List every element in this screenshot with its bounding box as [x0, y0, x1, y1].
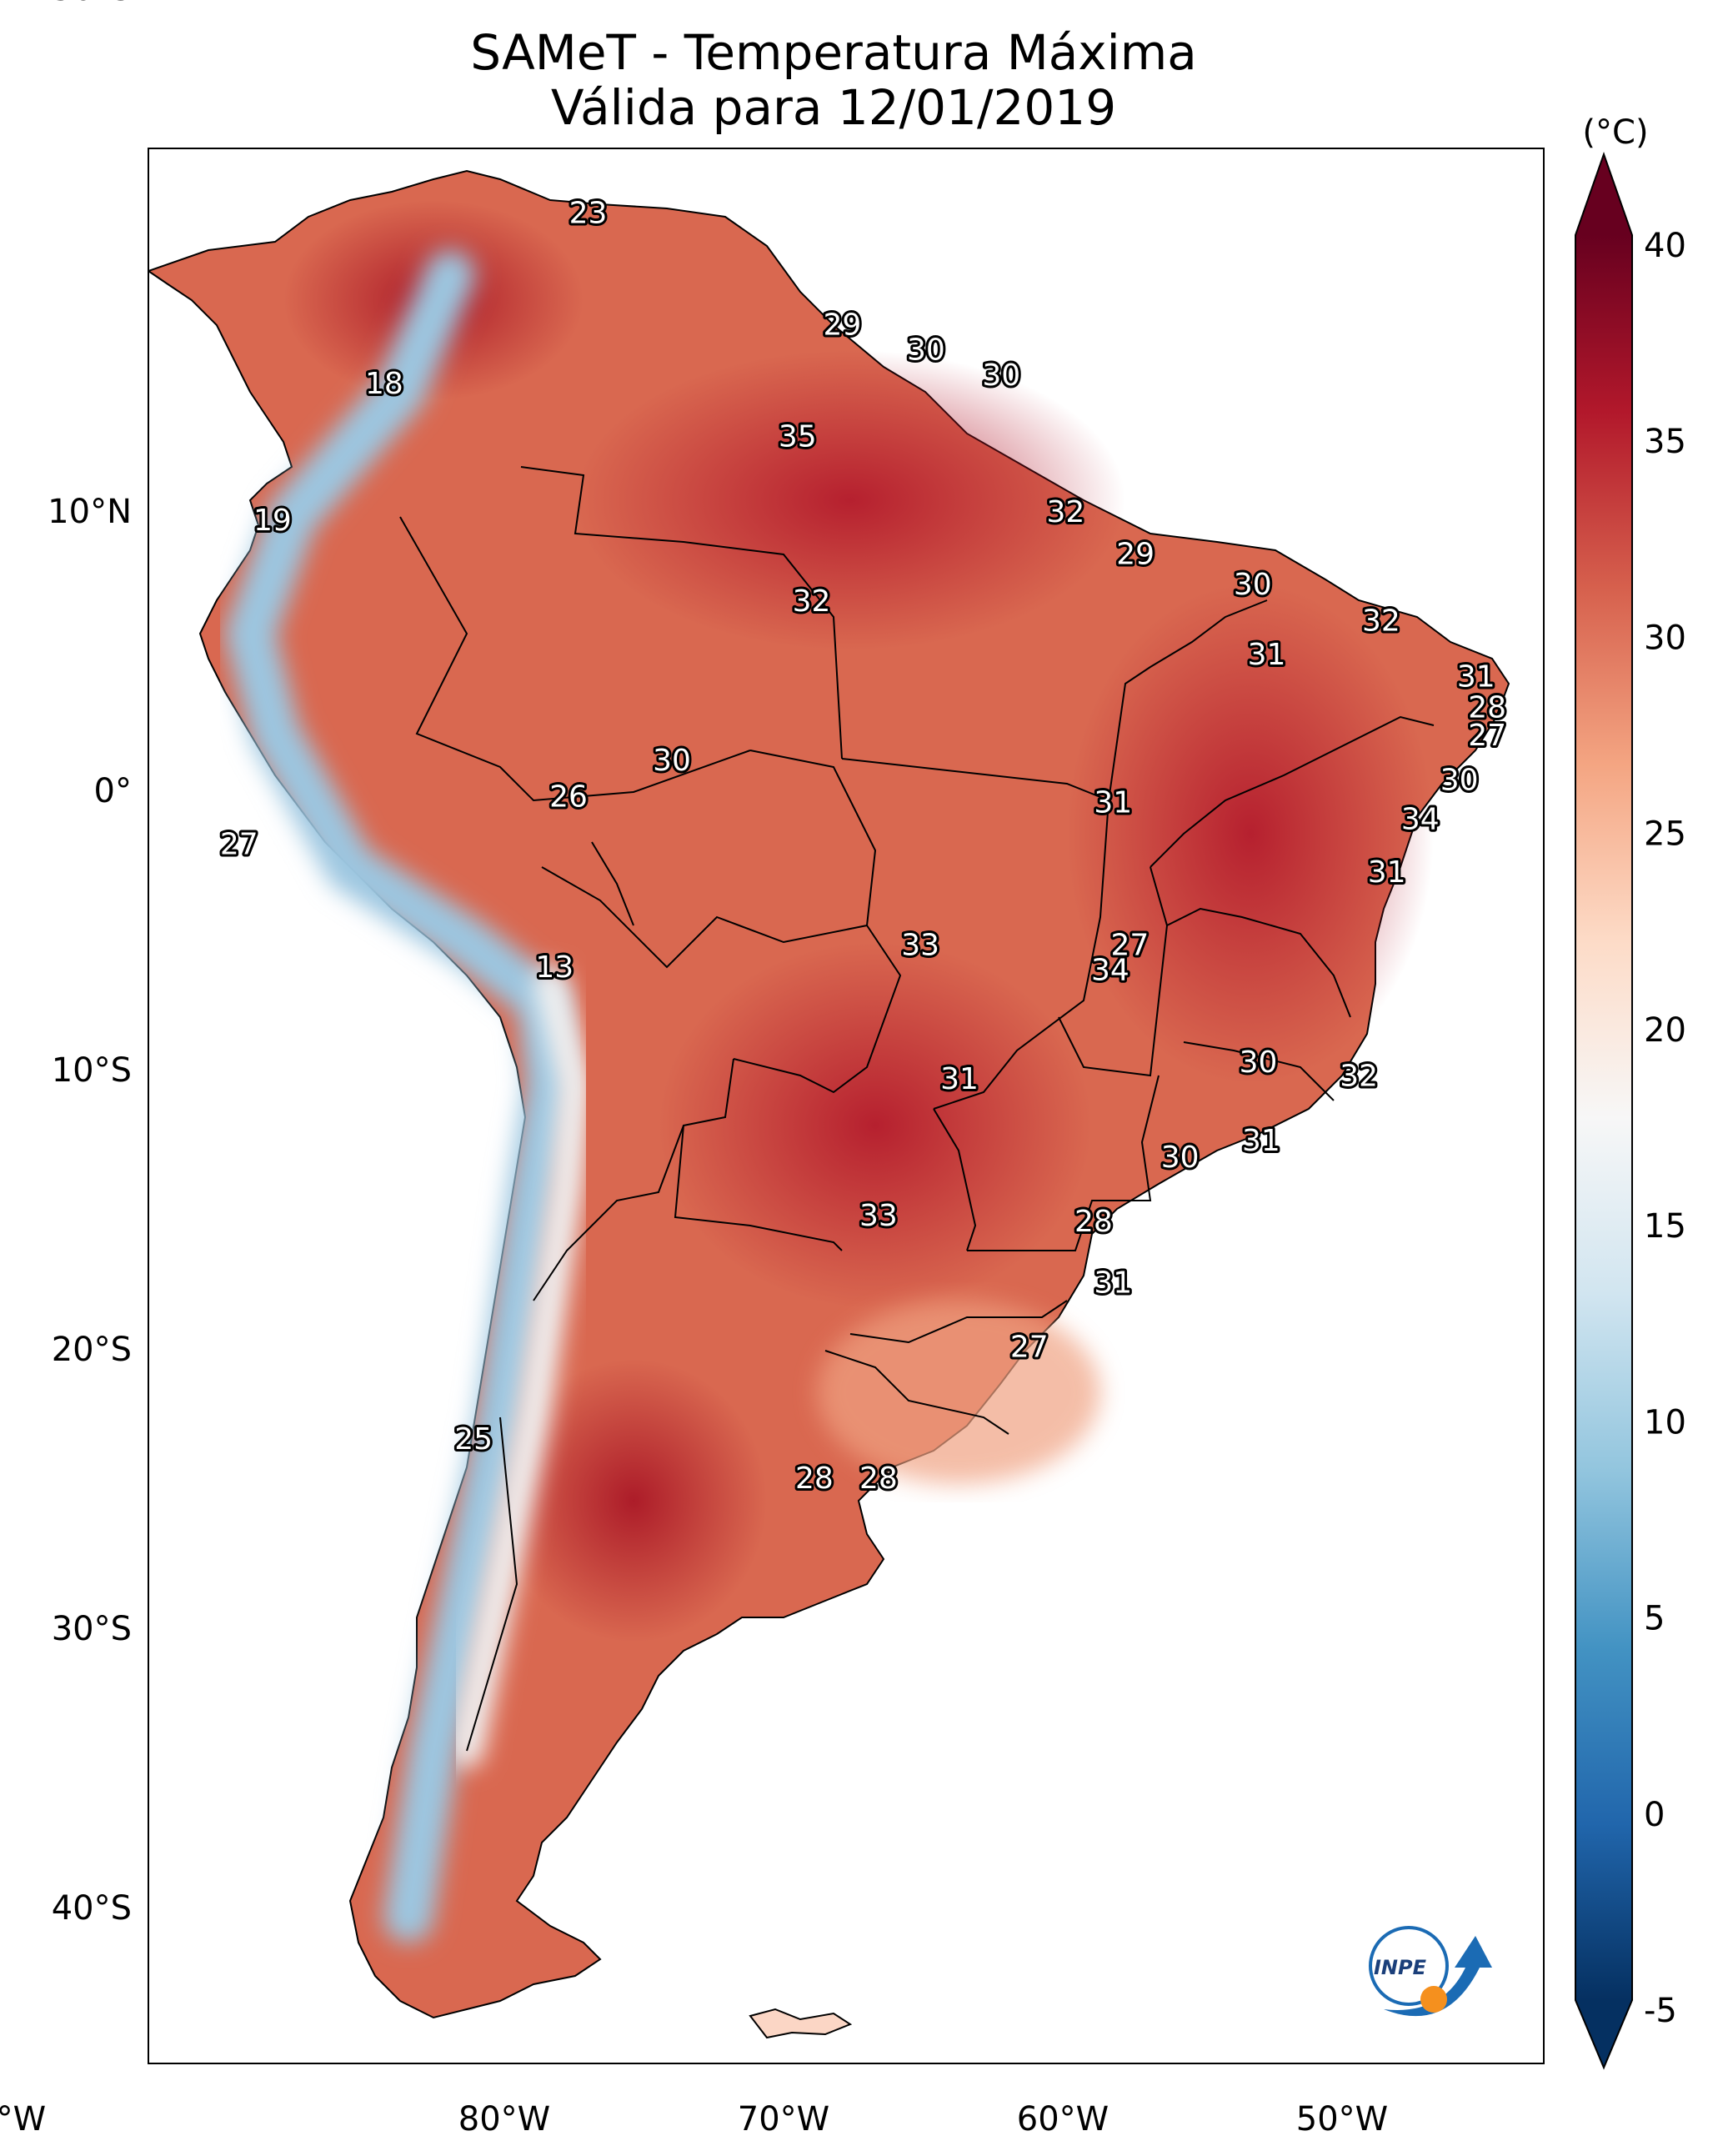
colorbar-tick: 25 [1644, 815, 1686, 854]
temperature-label: 31 [1457, 660, 1495, 694]
temperature-label: 32 [1362, 604, 1400, 639]
temperature-label: 35 [779, 420, 817, 454]
colorbar-tick: 15 [1644, 1207, 1686, 1246]
lon-tick-50w: 50°W [1296, 2100, 1388, 2138]
temperature-label: 32 [1046, 495, 1084, 529]
lon-tick-60w: 60°W [1017, 2100, 1109, 2138]
lat-tick-40s: 40°S [52, 1889, 132, 1928]
map-title: SAMeT - Temperatura Máxima [470, 24, 1197, 81]
temperature-label: 30 [1234, 568, 1272, 602]
temperature-label: 27 [220, 828, 258, 862]
lat-tick-labels: 10°N 0° 10°S 20°S 30°S 40°S 50°S [48, 0, 132, 1928]
temperature-label: 28 [859, 1462, 898, 1496]
colorbar-ticks: 40 35 30 25 20 15 10 5 0 -5 [1644, 227, 1686, 2030]
temperature-label: 32 [1340, 1060, 1378, 1094]
temperature-label: 33 [901, 928, 939, 962]
colorbar-max-extend [1575, 154, 1632, 235]
colorbar-tick: 0 [1644, 1796, 1665, 1834]
temperature-label: 27 [1468, 719, 1506, 753]
temperature-label: 33 [859, 1199, 898, 1233]
colorbar-unit: (°C) [1582, 113, 1648, 152]
temperature-label: 25 [454, 1422, 493, 1457]
temperature-label: 18 [365, 367, 403, 401]
logo-sun-icon [1420, 1986, 1447, 2013]
temperature-label: 32 [793, 584, 831, 619]
lat-tick-0: 0° [94, 772, 132, 810]
temperature-label: 30 [653, 744, 691, 778]
colorbar-tick: 30 [1644, 619, 1686, 657]
colorbar-tick: 35 [1644, 423, 1686, 461]
lon-tick-80w: 80°W [458, 2100, 550, 2138]
logo-text: INPE [1374, 1956, 1427, 1979]
colorbar-min-extend [1575, 2000, 1632, 2068]
inpe-logo: INPE [1369, 1926, 1492, 2017]
temperature-label: 13 [535, 950, 573, 985]
temperature-label: 29 [1116, 537, 1155, 571]
temperature-label: 23 [569, 197, 608, 231]
country-borders [399, 466, 1435, 1752]
temperature-label: 29 [823, 308, 861, 343]
temperature-label: 30 [907, 333, 945, 368]
temperature-label: 27 [1110, 928, 1149, 962]
lon-tick-70w: 70°W [738, 2100, 829, 2138]
map-subtitle: Válida para 12/01/2019 [550, 79, 1117, 136]
temperature-label: 27 [1010, 1331, 1049, 1365]
lat-tick-20s: 20°S [52, 1331, 132, 1369]
temperature-label: 34 [1091, 953, 1129, 987]
colorbar-gradient [1575, 235, 1632, 2000]
temperature-label: 31 [1248, 638, 1286, 672]
map-axes: 80°W 70°W 60°W 50°W 40°W 10°N 0° 10°S 20… [0, 0, 1388, 2138]
lat-tick-30s: 30°S [52, 1610, 132, 1648]
temperature-label: 28 [1074, 1205, 1113, 1239]
temperature-label: 30 [1161, 1141, 1200, 1175]
lat-tick-10s: 10°S [52, 1051, 132, 1090]
map-frame [148, 148, 1545, 2064]
colorbar-tick: 10 [1644, 1403, 1686, 1442]
lon-tick-labels: 80°W 70°W 60°W 50°W 40°W [0, 2100, 1388, 2138]
temperature-label: 19 [253, 504, 292, 538]
lon-tick-40w: 40°W [0, 2100, 46, 2138]
temperature-label: 31 [1094, 1266, 1132, 1301]
temperature-label: 34 [1401, 803, 1440, 837]
colorbar-tick: 5 [1644, 1600, 1665, 1638]
colorbar-tick: 40 [1644, 227, 1686, 265]
lat-tick-50s: 50°S [52, 0, 132, 8]
logo-arrow-icon [1384, 1936, 1492, 2017]
temperature-label: 30 [982, 358, 1020, 393]
colorbar-tick: -5 [1644, 1992, 1677, 2030]
temperature-label: 31 [940, 1062, 979, 1096]
temperature-label: 26 [549, 780, 588, 815]
colorbar: (°C) 40 35 30 25 20 15 10 5 0 -5 [1575, 113, 1686, 2070]
temperature-label: 31 [1094, 785, 1132, 820]
logo-ring-icon [1369, 1926, 1449, 2006]
temperature-label: 31 [1368, 855, 1406, 890]
temperature-label: 31 [1242, 1124, 1280, 1158]
falklands [749, 2008, 853, 2039]
temperature-label: 28 [795, 1462, 834, 1496]
temperature-label: 30 [1240, 1045, 1278, 1080]
colorbar-tick: 20 [1644, 1011, 1686, 1050]
lat-tick-10n: 10°N [48, 493, 132, 531]
temperature-label: 28 [1468, 691, 1506, 725]
temperature-label: 30 [1440, 764, 1479, 798]
